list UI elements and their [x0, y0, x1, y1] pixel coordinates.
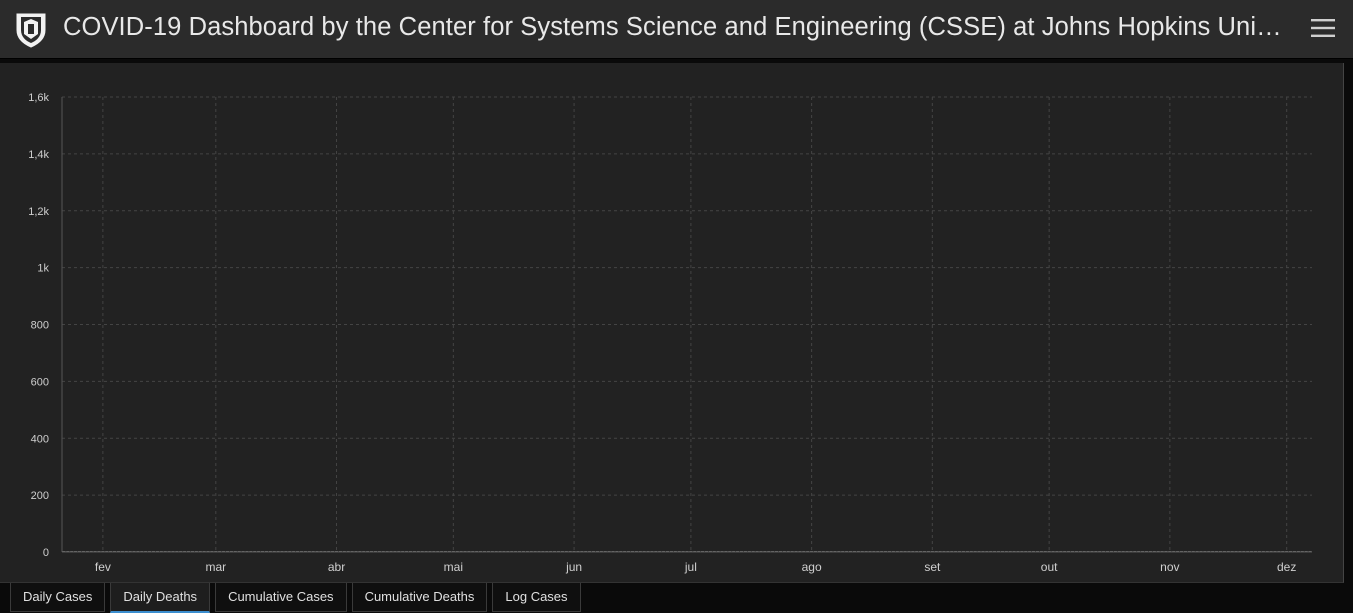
dashboard-title: COVID-19 Dashboard by the Center for Sys… [63, 13, 1283, 41]
x-tick-label: set [924, 560, 941, 574]
x-tick-label: nov [1160, 560, 1179, 574]
y-tick-label: 1,6k [28, 92, 49, 104]
tab-cumulative-deaths[interactable]: Cumulative Deaths [351, 583, 488, 612]
y-tick-label: 1k [37, 263, 49, 275]
y-tick-label: 200 [31, 490, 49, 502]
x-tick-label: fev [95, 560, 111, 574]
tab-daily-deaths[interactable]: Daily Deaths [110, 583, 211, 613]
hamburger-menu-icon[interactable] [1309, 14, 1337, 42]
daily-deaths-chart: 0 200 400 600 800 1k 1,2k 1,4k 1,6k fev mar abr mai j… [28, 92, 1312, 574]
tab-cumulative-cases[interactable]: Cumulative Cases [215, 583, 347, 612]
x-tick-label: abr [328, 560, 345, 574]
tab-log-cases[interactable]: Log Cases [492, 583, 581, 612]
app-header: COVID-19 Dashboard by the Center for Sys… [0, 0, 1353, 59]
jhu-shield-icon [16, 13, 46, 48]
x-tick-label: mai [444, 560, 463, 574]
x-tick-label: dez [1277, 560, 1296, 574]
x-tick-label: jul [684, 560, 697, 574]
tab-daily-cases[interactable]: Daily Cases [10, 583, 106, 612]
chart-tab-bar: Daily Cases Daily Deaths Cumulative Case… [10, 583, 586, 613]
y-tick-label: 800 [31, 320, 49, 332]
y-tick-label: 1,2k [28, 206, 49, 218]
chart-panel: 0 200 400 600 800 1k 1,2k 1,4k 1,6k fev mar abr mai j… [0, 63, 1344, 583]
y-tick-label: 600 [31, 376, 49, 388]
y-tick-label: 400 [31, 433, 49, 445]
y-tick-label: 1,4k [28, 149, 49, 161]
x-tick-label: mar [205, 560, 226, 574]
x-tick-label: ago [802, 560, 822, 574]
y-tick-label: 0 [43, 547, 49, 559]
x-tick-label: jun [565, 560, 582, 574]
x-tick-label: out [1041, 560, 1058, 574]
